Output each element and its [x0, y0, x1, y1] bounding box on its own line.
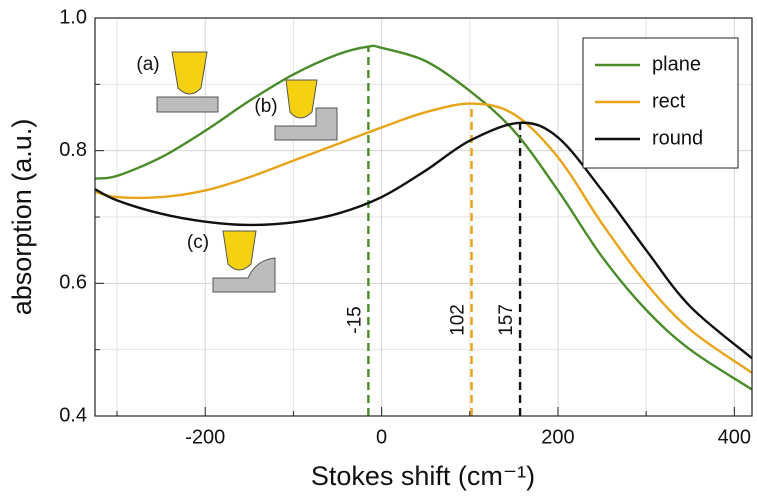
inset-label: (b)	[254, 96, 277, 117]
x-tick-label: 400	[718, 426, 751, 448]
peak-label: 157	[496, 304, 517, 336]
y-tick-label: 0.6	[59, 272, 87, 294]
legend-label: round	[652, 127, 703, 149]
x-axis-label: Stokes shift (cm⁻¹)	[311, 461, 535, 491]
x-tick-label: 0	[376, 426, 387, 448]
y-tick-label: 1.0	[59, 6, 87, 28]
inset-label: (a)	[136, 54, 159, 75]
peak-label: 102	[448, 304, 469, 336]
legend-label: plane	[652, 53, 701, 75]
y-tick-label: 0.4	[59, 404, 87, 426]
x-tick-label: 200	[541, 426, 574, 448]
line-series	[95, 44, 752, 391]
inset-a	[156, 51, 219, 113]
x-tick-label: -200	[185, 426, 225, 448]
line-series	[95, 102, 752, 374]
legend-label: rect	[652, 90, 686, 112]
inset-b	[274, 79, 338, 141]
line-series	[95, 121, 752, 360]
inset-label: (c)	[187, 232, 209, 253]
y-axis-label: absorption (a.u.)	[7, 119, 37, 316]
inset-c	[212, 230, 276, 293]
y-tick-label: 0.8	[59, 139, 87, 161]
peak-label: -15	[344, 306, 365, 333]
